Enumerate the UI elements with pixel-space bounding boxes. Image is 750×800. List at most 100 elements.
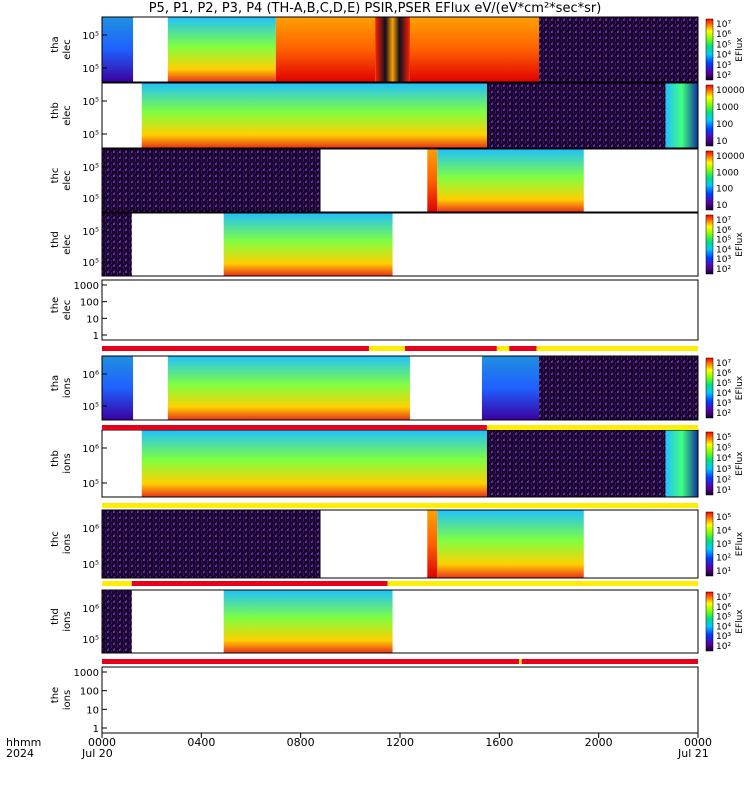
panel-frame [101, 589, 699, 654]
mode-bar-thd [387, 581, 698, 586]
y-label-probe: the [50, 687, 61, 703]
colorbar [705, 84, 714, 147]
y-label-species: elec [62, 234, 73, 255]
panel-frame [101, 148, 699, 213]
mode-bar-thc [102, 503, 698, 508]
spectrogram-segment [437, 149, 584, 212]
spectrogram-segment [223, 213, 393, 276]
spectrogram-segment [427, 510, 438, 578]
colorbar-tick-label: 10³ [716, 465, 731, 475]
y-tick-label: 10⁵ [82, 64, 99, 75]
colorbar-label: EFlux [735, 375, 745, 400]
x-tick-label: 2000 [585, 736, 613, 749]
panel-thb-elec: thb elec 10⁵ 10⁵ 10000 1000 100 10 [50, 82, 745, 149]
mode-bar-tha [368, 346, 405, 351]
colorbar-label: EFlux [735, 531, 745, 556]
spectrogram-segment [102, 510, 321, 578]
y-tick-label: 10⁵ [82, 97, 99, 108]
y-tick-label: 100 [80, 298, 99, 309]
colorbar-tick-label: 10² [716, 475, 731, 485]
y-tick-label: 10 [86, 314, 99, 325]
y-tick-label: 10⁵ [82, 258, 99, 269]
x-tick-label: 1600 [485, 736, 513, 749]
colorbar-tick-label: 10⁵ [716, 433, 731, 443]
colorbar-tick-label: 10³ [716, 399, 731, 409]
y-tick-label: 10⁵ [82, 227, 99, 238]
colorbar-tick-label: 10⁴ [716, 622, 731, 632]
colorbar-tick-label: 10³ [716, 255, 731, 265]
colorbar-tick-label: 1000 [716, 168, 739, 178]
y-label-species: ions [62, 378, 73, 398]
mode-bar-tha [404, 346, 497, 351]
spectrogram-segment [102, 590, 132, 653]
y-tick-label: 10⁶ [82, 604, 99, 615]
mode-bar-tha [536, 346, 698, 351]
spectrogram-segment [539, 356, 698, 420]
x-tick-label: 1200 [386, 736, 414, 749]
colorbar-tick-label: 10² [716, 71, 731, 81]
colorbar-tick-label: 10000 [716, 152, 745, 162]
mode-bar-tha [102, 346, 369, 351]
mode-bar-thb [486, 425, 698, 430]
spectrogram-segment [427, 149, 438, 212]
colorbar [705, 18, 714, 81]
spectrogram-segment [141, 83, 487, 148]
spectrogram-segment [409, 17, 540, 82]
colorbar-label: EFlux [735, 232, 745, 257]
panel-frame [101, 16, 699, 83]
colorbar-tick-label: 10 [716, 201, 728, 211]
y-tick-label: 100 [80, 687, 99, 698]
y-tick-label: 10⁶ [82, 370, 99, 381]
colorbar [705, 357, 714, 419]
colorbar-tick-label: 10¹ [716, 567, 731, 577]
mode-bar-thd [131, 581, 388, 586]
y-label-probe: thc [50, 531, 61, 547]
colorbar [705, 150, 714, 211]
y-label-species: ions [62, 690, 73, 710]
y-label-species: elec [62, 39, 73, 60]
y-tick-label: 1 [93, 724, 99, 735]
colorbar-label: EFlux [735, 609, 745, 634]
spectrogram-segment [486, 83, 666, 148]
spectrogram-segment [102, 356, 134, 420]
mode-bar-thd [102, 581, 132, 586]
panel-frame [101, 279, 699, 341]
y-tick-label: 1000 [74, 668, 99, 679]
panel-frame [101, 212, 699, 277]
panel-frame [101, 666, 699, 734]
colorbar-tick-label: 10⁶ [716, 369, 731, 379]
colorbar-tick-label: 10⁵ [716, 513, 731, 523]
x-axis-corner-year: 2024 [6, 747, 34, 760]
y-tick-label: 10⁵ [82, 635, 99, 646]
colorbar-tick-label: 10⁴ [716, 245, 731, 255]
y-tick-label: 10⁵ [82, 130, 99, 141]
spectrogram-segment [167, 17, 276, 82]
spectrogram-segment [665, 83, 698, 148]
plot-title: P5, P1, P2, P3, P4 (TH-A,B,C,D,E) PSIR,P… [148, 1, 602, 16]
colorbar-tick-label: 10⁷ [716, 20, 731, 30]
y-label-species: elec [62, 170, 73, 191]
spectrogram-segment [275, 17, 376, 82]
x-date-end: Jul 21 [677, 747, 709, 760]
colorbar-tick-label: 10³ [716, 540, 731, 550]
x-tick-label: 0400 [187, 736, 215, 749]
panel-frame [101, 355, 699, 421]
panel-frame [101, 82, 699, 149]
x-tick-label: 0000 [88, 736, 116, 749]
colorbar [705, 214, 714, 275]
colorbar-tick-label: 10³ [716, 632, 731, 642]
spectrogram-segment [481, 356, 540, 420]
y-label-species: elec [62, 300, 73, 321]
panel-thc-elec: thc elec 10⁵ 10⁵ 10000 1000 100 10 [50, 148, 745, 213]
colorbar-tick-label: 10⁵ [716, 379, 731, 389]
colorbar-tick-label: 10000 [716, 86, 745, 96]
y-label-species: ions [62, 534, 73, 554]
y-label-probe: thd [50, 608, 61, 625]
